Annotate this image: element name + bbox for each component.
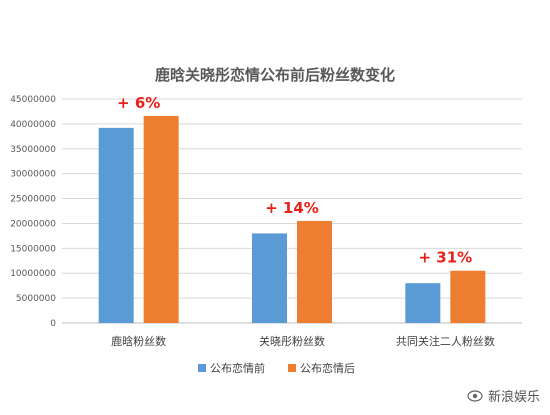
annotations: + 6% + 14% + 31% bbox=[117, 94, 472, 267]
x-tick-label: 关晓彤粉丝数 bbox=[259, 334, 325, 348]
bar-after bbox=[143, 115, 179, 324]
y-tick-label: 10000000 bbox=[10, 269, 56, 279]
chart-title: 鹿晗关晓彤恋情公布前后粉丝数变化 bbox=[155, 66, 395, 84]
y-tick-label: 5000000 bbox=[16, 294, 56, 304]
watermark-text: 新浪娱乐 bbox=[487, 390, 540, 405]
y-tick-label: 40000000 bbox=[10, 120, 56, 130]
y-tick-label: 15000000 bbox=[10, 244, 56, 254]
change-annotation: + 6% bbox=[117, 94, 160, 112]
legend-label: 公布恋情前 bbox=[210, 361, 265, 375]
bar-before bbox=[98, 127, 134, 323]
bar-after bbox=[297, 220, 332, 323]
y-tick-label: 25000000 bbox=[10, 195, 56, 205]
legend-label: 公布恋情后 bbox=[300, 361, 355, 375]
legend-swatch bbox=[288, 364, 296, 372]
y-tick-label: 45000000 bbox=[10, 95, 56, 105]
y-tick-label: 0 bbox=[50, 319, 56, 329]
y-tick-label: 30000000 bbox=[10, 170, 56, 180]
x-tick-label: 鹿晗粉丝数 bbox=[111, 334, 166, 348]
y-axis: 0 5000000 10000000 15000000 20000000 25000000… bbox=[10, 95, 56, 329]
change-annotation: + 31% bbox=[418, 249, 472, 267]
bar-before bbox=[405, 283, 441, 323]
legend: 公布恋情前 公布恋情后 bbox=[198, 361, 355, 375]
watermark: 新浪娱乐 bbox=[467, 386, 540, 405]
y-tick-label: 20000000 bbox=[10, 219, 56, 229]
bars bbox=[98, 115, 486, 324]
weibo-eye-icon bbox=[467, 389, 483, 402]
change-annotation: + 14% bbox=[265, 199, 319, 217]
y-tick-label: 35000000 bbox=[10, 145, 56, 155]
bar-after bbox=[450, 270, 486, 323]
bar-before bbox=[252, 233, 287, 323]
gridlines bbox=[62, 98, 522, 324]
legend-swatch bbox=[198, 364, 206, 372]
x-tick-label: 共同关注二人粉丝数 bbox=[396, 334, 495, 348]
x-axis: 鹿晗粉丝数 关晓彤粉丝数 共同关注二人粉丝数 bbox=[111, 334, 495, 348]
